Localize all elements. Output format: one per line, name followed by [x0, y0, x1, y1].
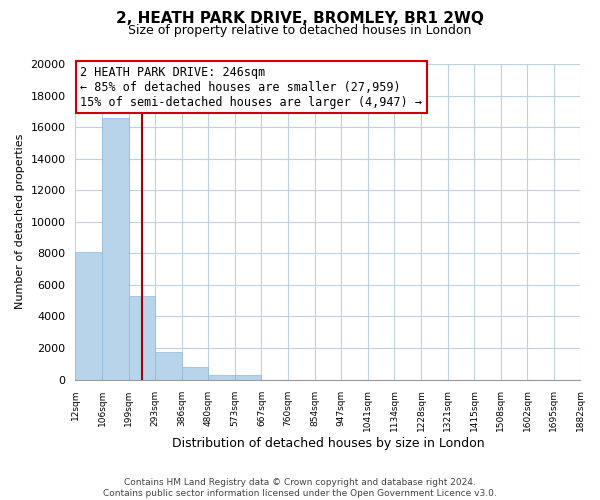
Text: 2, HEATH PARK DRIVE, BROMLEY, BR1 2WQ: 2, HEATH PARK DRIVE, BROMLEY, BR1 2WQ	[116, 11, 484, 26]
Text: Size of property relative to detached houses in London: Size of property relative to detached ho…	[128, 24, 472, 37]
Text: Contains HM Land Registry data © Crown copyright and database right 2024.
Contai: Contains HM Land Registry data © Crown c…	[103, 478, 497, 498]
Y-axis label: Number of detached properties: Number of detached properties	[15, 134, 25, 310]
Bar	[102, 118, 128, 380]
Bar	[155, 352, 182, 380]
X-axis label: Distribution of detached houses by size in London: Distribution of detached houses by size …	[172, 437, 484, 450]
Bar	[76, 252, 102, 380]
Bar	[182, 367, 208, 380]
Text: 2 HEATH PARK DRIVE: 246sqm
← 85% of detached houses are smaller (27,959)
15% of : 2 HEATH PARK DRIVE: 246sqm ← 85% of deta…	[80, 66, 422, 108]
Bar	[128, 296, 155, 380]
Bar	[235, 376, 262, 380]
Bar	[208, 376, 235, 380]
